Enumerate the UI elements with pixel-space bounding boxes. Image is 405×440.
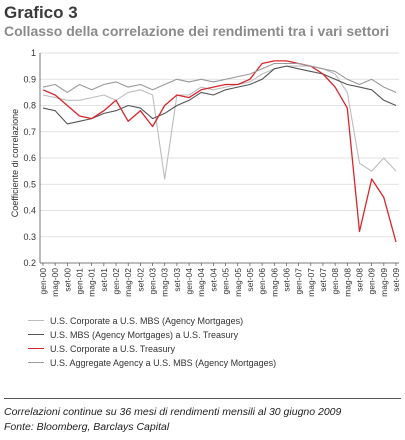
legend-item: U.S. Corporate a U.S. MBS (Agency Mortga… [28,314,398,327]
x-tick-label: mag-05 [233,268,243,297]
grid-lines [40,52,399,264]
x-tick-label: mag-07 [306,268,316,297]
x-tick-label: mag-06 [269,268,279,297]
x-tick-label: gen-07 [294,268,304,295]
x-tick-label: gen-01 [75,268,85,295]
x-tick-label: gen-08 [330,268,340,295]
legend-label: U.S. MBS (Agency Mortgages) a U.S. Treas… [50,329,239,340]
legend-label: U.S. Corporate a U.S. Treasury [50,343,176,354]
y-tick-label: 0.2 [23,258,36,268]
x-tick-label: gen-09 [367,268,377,295]
x-tick-label: set-05 [245,268,255,292]
series-line-2 [42,65,397,125]
legend-swatch [28,320,44,321]
legend-item: U.S. MBS (Agency Mortgages) a U.S. Treas… [28,328,398,341]
legend-swatch [28,334,44,335]
x-tick-label: gen-05 [221,268,231,295]
legend-item: U.S. Corporate a U.S. Treasury [28,342,398,355]
series-lines [42,60,397,243]
legend-item: U.S. Aggregate Agency a U.S. MBS (Agency… [28,356,398,369]
series-line-4 [42,62,397,93]
x-tick-label: gen-03 [148,268,158,295]
chart-subtitle: Collasso della correlazione dei rendimen… [4,23,390,39]
x-tick-label: mag-04 [196,268,206,297]
x-tick-label: mag-00 [50,268,60,297]
x-tick-label: set-07 [318,268,328,292]
source-note: Fonte: Bloomberg, Barclays Capital [4,421,170,433]
footer-divider [4,398,401,399]
x-tick-label: gen-02 [111,268,121,295]
y-tick-label: 0.3 [23,232,36,242]
y-axis-label: Coefficiente di correlazione [10,109,20,217]
chart-legend: U.S. Corporate a U.S. MBS (Agency Mortga… [28,314,398,370]
y-tick-label: 0.5 [23,179,36,189]
footnote: Correlazioni continue su 36 mesi di rend… [4,406,342,418]
x-tick-label: mag-08 [342,268,352,297]
x-tick-label: set-03 [172,268,182,292]
x-tick-label: gen-00 [38,268,48,295]
x-tick-label: mag-03 [160,268,170,297]
chart-title: Grafico 3 [4,3,78,22]
y-tick-label: 0.8 [23,101,36,111]
y-tick-label: 0.7 [23,127,36,137]
legend-swatch [28,348,44,349]
x-tick-label: set-00 [62,268,72,292]
x-tick-label: set-09 [391,268,401,292]
x-tick-label: gen-04 [184,268,194,295]
y-tick-label: 0.9 [23,74,36,84]
legend-label: U.S. Corporate a U.S. MBS (Agency Mortga… [50,315,244,326]
series-line-1 [42,65,397,180]
x-tick-label: mag-02 [123,268,133,297]
y-tick-label: 0.6 [23,153,36,163]
x-tick-label: set-06 [281,268,291,292]
x-tick-label: mag-01 [87,268,97,297]
x-tick-label: set-01 [99,268,109,292]
x-tick-label: set-04 [208,268,218,292]
x-tick-label: set-02 [135,268,145,292]
series-line-3 [42,60,397,243]
x-tick-label: set-08 [354,268,364,292]
y-tick-label: 1 [31,48,36,58]
x-tick-label: gen-06 [257,268,267,295]
x-tick-label: mag-09 [379,268,389,297]
legend-label: U.S. Aggregate Agency a U.S. MBS (Agency… [50,357,277,368]
y-tick-label: 0.4 [23,206,36,216]
legend-swatch [28,362,44,363]
